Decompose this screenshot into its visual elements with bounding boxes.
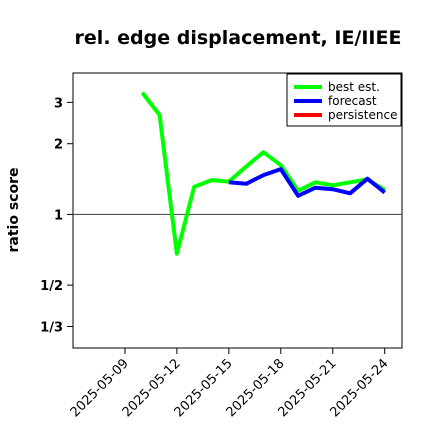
y-tick-label: 2 xyxy=(54,138,63,153)
y-tick-label: 1/2 xyxy=(40,279,63,294)
y-axis-label: ratio score xyxy=(6,168,22,253)
series-layer xyxy=(140,91,386,256)
y-tick-label: 1 xyxy=(54,208,63,223)
plot-frame xyxy=(72,72,403,349)
series-line-forecast xyxy=(228,167,386,198)
chart-title: rel. edge displacement, IE/IIEE xyxy=(75,27,402,49)
legend: best est. forecast persistence xyxy=(286,73,402,127)
legend-label-forecast: forecast xyxy=(328,94,377,108)
legend-label-best-est: best est. xyxy=(328,80,380,94)
y-tick-label: 1/3 xyxy=(40,321,63,336)
series-line-best-est xyxy=(140,91,386,256)
y-tick-label: 3 xyxy=(54,96,63,111)
legend-label-persistence: persistence xyxy=(328,108,397,122)
y-axis: 3 2 1 1/2 1/3 xyxy=(40,96,73,336)
x-axis: 2025-05-092025-05-122025-05-152025-05-18… xyxy=(68,348,392,420)
